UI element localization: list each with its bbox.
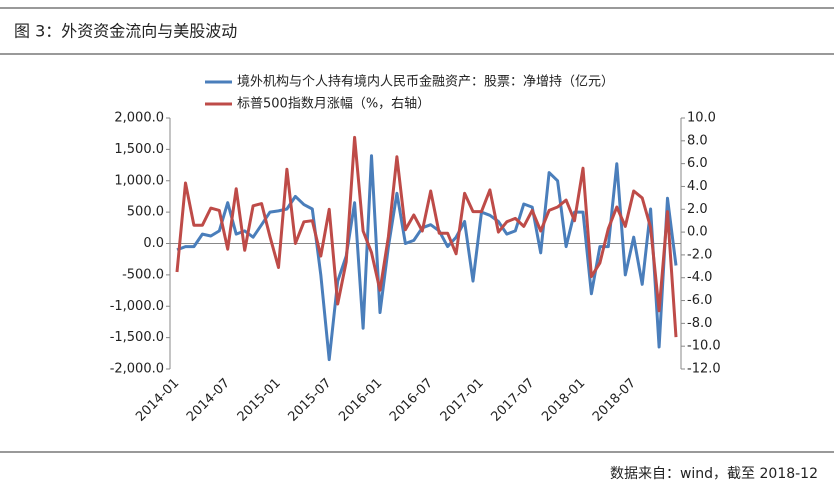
x-tick-label: 2014-01: [133, 376, 182, 425]
x-tick-label: 2015-01: [235, 376, 284, 425]
legend-label: 标普500指数月涨幅（%，右轴）: [237, 97, 430, 112]
y2-tick-label: -6.0: [687, 293, 712, 308]
y2-tick-label: 6.0: [687, 156, 708, 171]
series-line: [176, 154, 678, 362]
x-tick-label: 2014-07: [184, 376, 233, 425]
y-tick-label: -500.0: [122, 267, 164, 282]
x-tick-label: 2017-01: [438, 376, 487, 425]
y-tick-label: -1,000.0: [110, 299, 164, 314]
legend-label: 境外机构与个人持有境内人民币金融资产：股票：净增持（亿元）: [237, 74, 614, 90]
y2-tick-label: 10.0: [687, 111, 716, 126]
y-tick-label: 1,500.0: [114, 142, 164, 157]
y2-tick-label: -12.0: [687, 362, 721, 377]
x-tick-label: 2018-01: [539, 376, 588, 425]
series-line: [175, 135, 678, 338]
y2-tick-label: -10.0: [687, 339, 721, 354]
y2-tick-label: -8.0: [687, 316, 712, 331]
y2-tick-label: 0.0: [687, 225, 708, 240]
y-tick-label: 500.0: [127, 205, 164, 220]
x-tick-label: 2016-07: [387, 376, 436, 425]
x-tick-label: 2018-07: [590, 376, 639, 425]
y2-tick-label: 2.0: [687, 202, 708, 217]
x-tick-label: 2017-07: [489, 376, 538, 425]
x-tick-label: 2016-01: [336, 376, 385, 425]
y2-tick-label: -4.0: [687, 270, 712, 285]
chart-title: 图 3：外资资金流向与美股波动: [14, 22, 237, 41]
y-tick-label: -2,000.0: [110, 362, 164, 377]
y2-tick-label: 8.0: [687, 133, 708, 148]
y-tick-label: 0.0: [143, 236, 164, 251]
y2-tick-label: -2.0: [687, 247, 712, 262]
y2-tick-label: 4.0: [687, 179, 708, 194]
source: 数据来自：wind，截至 2018-12: [610, 466, 818, 482]
y-tick-label: 1,000.0: [114, 173, 164, 188]
y-tick-label: 2,000.0: [114, 111, 164, 126]
x-tick-label: 2015-07: [286, 376, 335, 425]
y-tick-label: -1,500.0: [110, 330, 164, 345]
